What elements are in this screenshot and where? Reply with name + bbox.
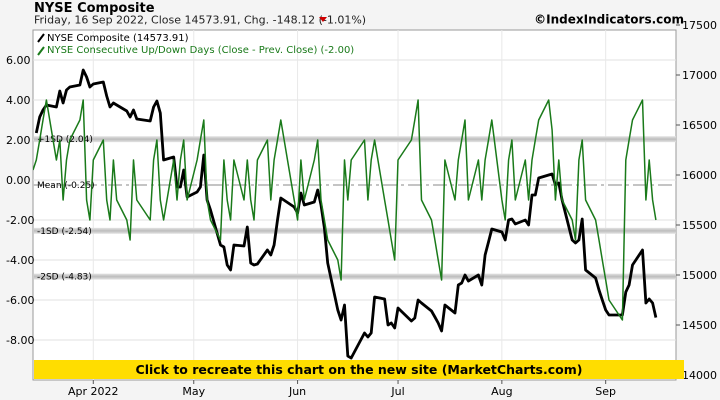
x-axis-ticks: Apr 2022 May Jun Jul Aug Sep [68, 380, 616, 398]
legend-swatch-updown [37, 46, 45, 56]
x-tick-label: Apr 2022 [68, 385, 119, 398]
right-tick-label: 17500 [682, 19, 717, 32]
legend-label-nyse: NYSE Composite (14573.91) [47, 33, 189, 44]
level-band [34, 227, 676, 234]
left-tick-label: 4.00 [6, 94, 31, 107]
right-tick-label: 16500 [682, 119, 717, 132]
x-tick-label: Sep [595, 385, 616, 398]
legend-swatch-nyse [37, 33, 45, 43]
change-down-icon [319, 17, 327, 22]
right-tick-label: 17000 [682, 69, 717, 82]
chart-title: NYSE Composite [34, 1, 155, 16]
left-tick-label: 0.00 [6, 174, 31, 187]
recreate-banner-text[interactable]: Click to recreate this chart on the new … [136, 362, 583, 377]
recreate-banner[interactable] [34, 360, 684, 379]
x-tick-label: May [182, 385, 205, 398]
left-tick-label: -8.00 [6, 334, 34, 347]
x-tick-label: Jul [390, 385, 404, 398]
x-tick-label: Aug [491, 385, 512, 398]
left-tick-label: -6.00 [6, 294, 34, 307]
left-tick-label: 2.00 [6, 134, 31, 147]
level-band [34, 273, 676, 280]
level-label: -2SD (-4.83) [37, 273, 92, 283]
std-dev-levels: +1SD (2.04) Mean (-0.25) -1SD (-2.54) -2SD … [33, 135, 676, 283]
series-layer [33, 68, 658, 360]
legend: NYSE Composite (14573.91) NYSE Consecuti… [37, 33, 354, 56]
level-label: Mean (-0.25) [37, 181, 95, 191]
right-tick-label: 16000 [682, 169, 717, 182]
x-tick-label: Jun [288, 385, 306, 398]
legend-label-updown: NYSE Consecutive Up/Down Days (Close - P… [47, 45, 354, 56]
right-tick-label: 15000 [682, 269, 717, 282]
left-tick-label: -2.00 [6, 214, 34, 227]
right-tick-label: 14000 [682, 369, 717, 382]
chart-subtitle: Friday, 16 Sep 2022, Close 14573.91, Chg… [34, 14, 366, 27]
level-label: -1SD (-2.54) [37, 227, 92, 237]
level-label: +1SD (2.04) [37, 135, 93, 145]
left-tick-label: -4.00 [6, 254, 34, 267]
level-band [34, 136, 676, 143]
right-tick-label: 14500 [682, 319, 717, 332]
right-axis-ticks: 17500 17000 16500 16000 15500 15000 14500 14000 [676, 19, 717, 382]
left-axis-ticks: 6.00 4.00 2.00 0.00 -2.00 -4.00 -6.00 -8.00 [6, 54, 34, 347]
right-tick-label: 15500 [682, 219, 717, 232]
series-up-down-days [33, 99, 657, 321]
plot-area [32, 29, 677, 381]
watermark: ©IndexIndicators.com [534, 13, 684, 27]
left-tick-label: 6.00 [6, 54, 31, 67]
